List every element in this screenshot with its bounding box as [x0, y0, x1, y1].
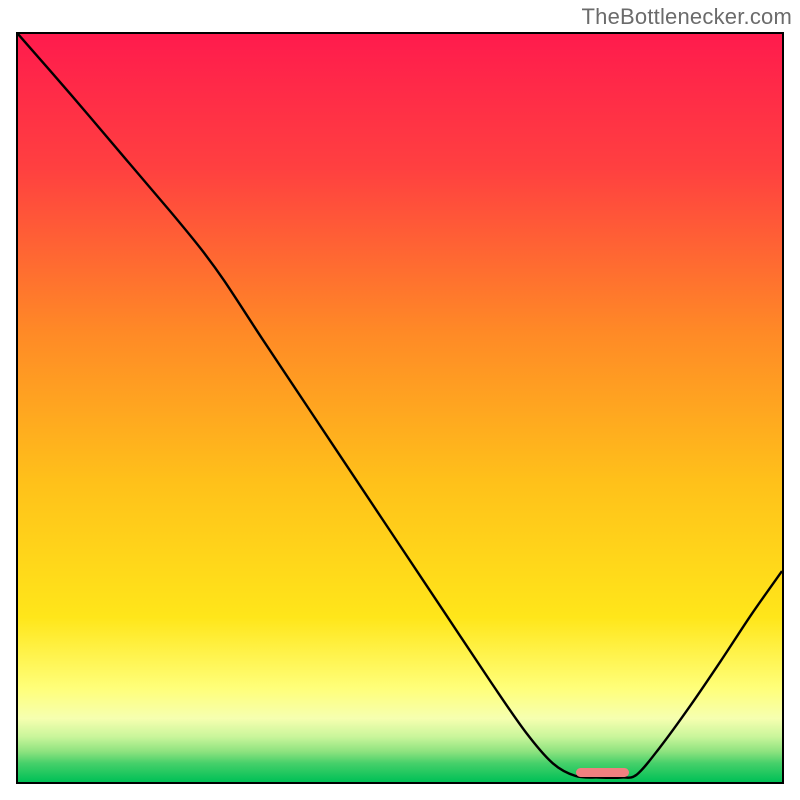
plot-area — [16, 32, 784, 784]
gradient-background — [18, 34, 782, 782]
curve-layer — [18, 34, 782, 782]
optimal-range-marker — [576, 768, 629, 777]
bottleneck-chart-figure: TheBottlenecker.com — [0, 0, 800, 800]
attribution-text: TheBottlenecker.com — [582, 4, 792, 30]
